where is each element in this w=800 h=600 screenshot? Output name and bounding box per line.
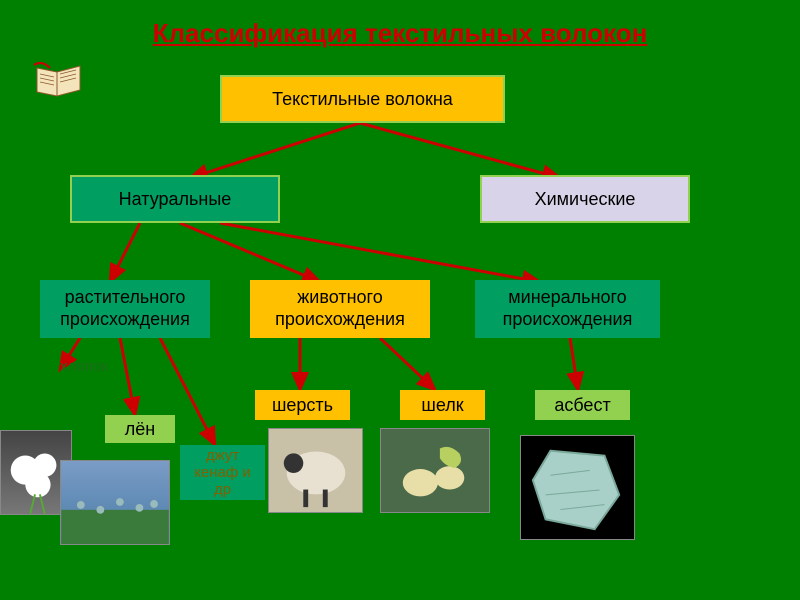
node-jute: джут кенаф и др (180, 445, 265, 500)
silk-image (380, 428, 490, 513)
asbestos-image (520, 435, 635, 540)
book-icon (32, 60, 87, 100)
flax-image (60, 460, 170, 545)
node-cotton: хлопок (45, 345, 123, 389)
node-plant: растительного происхождения (40, 280, 210, 338)
sheep-image (268, 428, 363, 513)
page-title: Классификация текстильных волокон (0, 18, 800, 49)
node-silk: шелк (400, 390, 485, 420)
node-root: Текстильные волокна (220, 75, 505, 123)
node-animal: животного происхождения (250, 280, 430, 338)
node-chemical: Химические (480, 175, 690, 223)
node-mineral: минерального происхождения (475, 280, 660, 338)
node-flax: лён (105, 415, 175, 443)
node-natural: Натуральные (70, 175, 280, 223)
node-asbestos: асбест (535, 390, 630, 420)
node-wool: шерсть (255, 390, 350, 420)
